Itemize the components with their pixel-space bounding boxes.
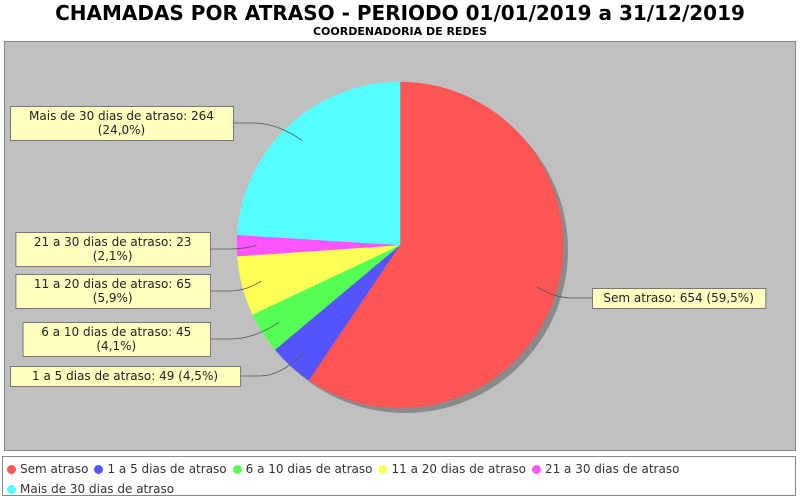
legend-item-1-a-5-dias-de-atraso: 1 a 5 dias de atraso [94, 459, 227, 479]
label-box-11-a-20-dias-de-atraso [15, 274, 212, 309]
legend-label: Mais de 30 dias de atraso [20, 482, 175, 496]
legend-swatch [94, 465, 104, 474]
label-box-mais-de-30-dias-de-atraso [10, 106, 234, 141]
data-label-1-a-5-dias-de-atraso: 1 a 5 dias de atraso: 49 (4,5%) [32, 369, 218, 383]
legend-swatch [378, 465, 388, 474]
data-label-6-a-10-dias-de-atraso: 6 a 10 dias de atraso: 45 [41, 325, 191, 339]
legend-label: 6 a 10 dias de atraso [245, 462, 373, 476]
label-connector-21-a-30-dias-de-atraso [210, 245, 257, 250]
legend-item-11-a-20-dias-de-atraso: 11 a 20 dias de atraso [378, 459, 526, 479]
legend-swatch [232, 465, 242, 474]
data-label-21-a-30-dias-de-atraso: 21 a 30 dias de atraso: 23 [34, 235, 192, 249]
legend-swatch [7, 485, 16, 494]
legend-item-6-a-10-dias-de-atraso: 6 a 10 dias de atraso [232, 459, 373, 479]
data-label-11-a-20-dias-de-atraso: (5,9%) [93, 291, 133, 305]
label-box-6-a-10-dias-de-atraso [22, 322, 211, 357]
label-connector-1-a-5-dias-de-atraso [240, 351, 305, 377]
legend-swatch [531, 465, 541, 474]
data-label-sem-atraso: Sem atraso: 654 (59,5%) [603, 291, 754, 305]
legend-item-mais-de-30-dias-de-atraso: Mais de 30 dias de atraso [7, 479, 174, 499]
label-box-sem-atraso [592, 288, 767, 309]
legend-label: 1 a 5 dias de atraso [107, 462, 227, 476]
legend-item-sem-atraso: Sem atraso [7, 459, 88, 479]
data-label-11-a-20-dias-de-atraso: 11 a 20 dias de atraso: 65 [34, 277, 192, 291]
data-label-mais-de-30-dias-de-atraso: (24,0%) [98, 123, 145, 137]
legend-label: 11 a 20 dias de atraso [391, 462, 526, 476]
legend-label: Sem atraso [20, 462, 89, 476]
legend-item-21-a-30-dias-de-atraso: 21 a 30 dias de atraso [531, 459, 680, 479]
data-label-mais-de-30-dias-de-atraso: Mais de 30 dias de atraso: 264 [29, 109, 214, 123]
legend-swatch [7, 465, 16, 474]
data-label-21-a-30-dias-de-atraso: (2,1%) [93, 249, 133, 263]
label-connector-6-a-10-dias-de-atraso [210, 321, 280, 340]
pie-slice-sem-atraso [308, 81, 564, 409]
label-connector-11-a-20-dias-de-atraso [210, 280, 262, 292]
label-connector-mais-de-30-dias-de-atraso [233, 122, 303, 141]
legend-label: 21 a 30 dias de atraso [544, 462, 680, 476]
chart-title: CHAMADAS POR ATRASO - PERIODO 01/01/2019… [55, 1, 745, 25]
label-box-21-a-30-dias-de-atraso [15, 232, 212, 267]
pie-slice-mais-de-30-dias-de-atraso [237, 81, 401, 246]
data-label-6-a-10-dias-de-atraso: (4,1%) [96, 339, 136, 353]
legend: Sem atraso 1 a 5 dias de atraso 6 a 10 dia… [2, 456, 796, 496]
label-connector-sem-atraso [536, 286, 592, 299]
label-box-1-a-5-dias-de-atraso [10, 366, 242, 387]
chart-subtitle: COORDENADORIA DE REDES [312, 25, 488, 38]
